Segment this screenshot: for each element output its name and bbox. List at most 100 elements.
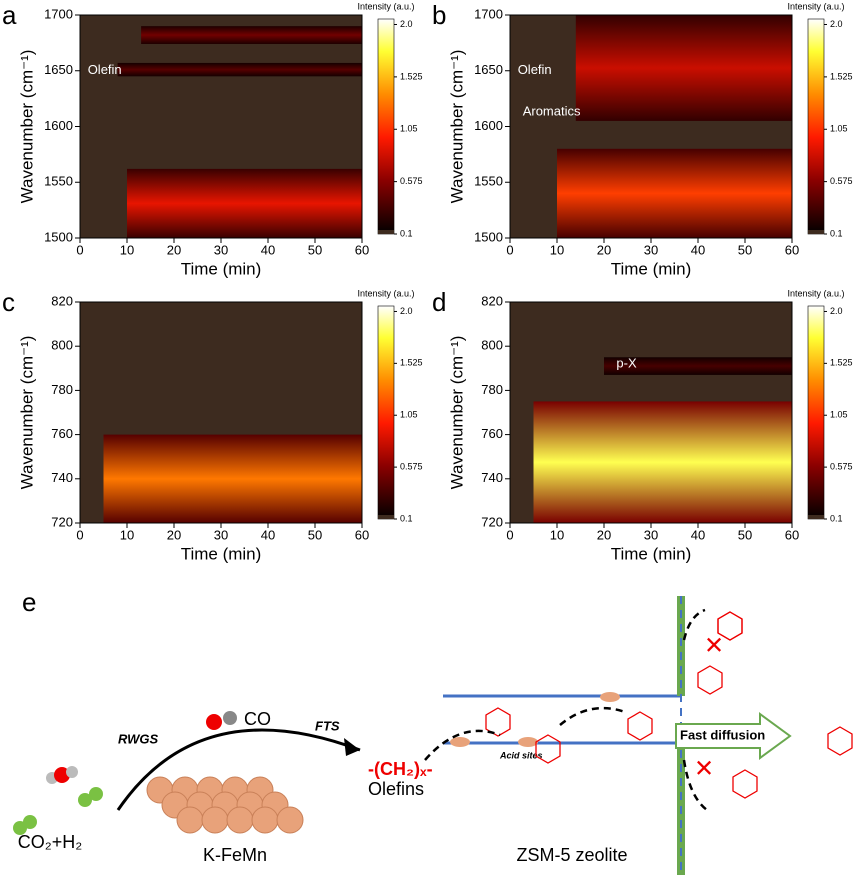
- product-label: Olefins: [368, 779, 424, 799]
- contour-band: [575, 15, 792, 121]
- x-axis-label: Time (min): [181, 544, 262, 563]
- x-tick-label: 20: [167, 527, 181, 542]
- x-tick-label: 0: [76, 242, 83, 257]
- catalyst-spheres: [146, 776, 304, 834]
- colorbar-tick-label: 0.575: [830, 461, 853, 471]
- colorbar-tick-label: 1.525: [830, 358, 853, 368]
- x-tick-label: 40: [691, 527, 705, 542]
- panel-label: c: [2, 287, 15, 317]
- molecule: [54, 767, 70, 783]
- acid-site: [600, 692, 620, 702]
- x-tick-label: 0: [76, 527, 83, 542]
- y-tick-label: 1500: [44, 229, 73, 244]
- x-tick-label: 10: [550, 527, 564, 542]
- y-tick-label: 1550: [474, 174, 503, 189]
- y-tick-label: 1600: [44, 118, 73, 133]
- y-tick-label: 720: [481, 514, 503, 529]
- sites-label: Acid sites: [499, 750, 543, 760]
- y-axis-label: Wavenumber (cm⁻¹): [17, 50, 36, 204]
- diagram: e CO₂+H₂ RWGS CO FTS K-FeMn -(CH₂)ₓ- Ole…: [13, 587, 853, 875]
- flow-label: Fast diffusion: [680, 727, 765, 742]
- colorbar-title: Intensity (a.u.): [357, 288, 414, 298]
- molecule: [223, 711, 237, 725]
- chain-label: -(CH₂)ₓ-: [368, 759, 433, 779]
- annotation: Olefin: [88, 62, 122, 77]
- molecules: [485, 611, 853, 799]
- catalyst-label: K-FeMn: [203, 845, 267, 865]
- colorbar-under: [378, 230, 394, 234]
- colorbar-title: Intensity (a.u.): [787, 1, 844, 11]
- x-tick-label: 30: [644, 242, 658, 257]
- x-tick-label: 20: [597, 242, 611, 257]
- panel-label: d: [432, 287, 446, 317]
- acid-site: [518, 737, 538, 747]
- x-tick-label: 60: [355, 527, 369, 542]
- y-tick-label: 740: [51, 470, 73, 485]
- y-tick-label: 1700: [474, 6, 503, 21]
- x-tick-label: 30: [214, 242, 228, 257]
- panel-label: b: [432, 0, 446, 30]
- y-axis-label: Wavenumber (cm⁻¹): [17, 336, 36, 490]
- x-axis-label: Time (min): [181, 259, 262, 278]
- y-tick-label: 1650: [44, 62, 73, 77]
- colorbar-title: Intensity (a.u.): [357, 1, 414, 11]
- contour-band: [557, 148, 792, 238]
- flow-arrow: [675, 712, 792, 760]
- colorbar-tick-label: 0.1: [400, 513, 413, 523]
- colorbar-tick-label: 1.05: [400, 124, 418, 134]
- diffusion-arrows: [424, 608, 711, 814]
- x-tick-label: 20: [597, 527, 611, 542]
- y-tick-label: 820: [481, 293, 503, 308]
- colorbar: [807, 305, 825, 520]
- x-axis-label: Time (min): [611, 259, 692, 278]
- contour-band: [117, 62, 362, 77]
- y-tick-label: 1650: [474, 62, 503, 77]
- y-tick-label: 1550: [44, 174, 73, 189]
- y-tick-label: 760: [51, 426, 73, 441]
- molecule: [23, 815, 37, 829]
- x-tick-label: 50: [738, 242, 752, 257]
- contour-band: [103, 434, 362, 523]
- step-label: FTS: [315, 718, 340, 733]
- x-tick-label: 30: [214, 527, 228, 542]
- y-tick-label: 1600: [474, 118, 503, 133]
- y-tick-label: 740: [481, 470, 503, 485]
- colorbar-under: [808, 515, 824, 519]
- reactant-label: CO₂+H₂: [18, 832, 83, 852]
- colorbar-tick-label: 0.1: [830, 513, 843, 523]
- colorbar-title: Intensity (a.u.): [787, 288, 844, 298]
- x-tick-label: 60: [785, 242, 799, 257]
- arrow-head: [344, 738, 360, 756]
- reaction-arrow: [116, 728, 361, 811]
- intermediate-label: CO: [244, 709, 271, 729]
- colorbar: [377, 18, 395, 235]
- colorbar-tick-label: 0.575: [830, 176, 853, 186]
- colorbar-tick-label: 0.1: [400, 228, 413, 238]
- acid-site: [450, 737, 470, 747]
- molecule: [78, 793, 92, 807]
- contour-band: [127, 168, 362, 238]
- colorbar-tick-label: 1.525: [830, 71, 853, 81]
- annotation: p-X: [616, 355, 637, 370]
- x-tick-label: 10: [550, 242, 564, 257]
- colorbar-tick-label: 1.525: [400, 71, 423, 81]
- x-tick-label: 0: [506, 242, 513, 257]
- panel-label: e: [22, 587, 36, 617]
- y-axis-label: Wavenumber (cm⁻¹): [447, 336, 466, 490]
- colorbar-tick-label: 1.05: [830, 124, 848, 134]
- annotation: Aromatics: [523, 104, 581, 119]
- x-tick-label: 50: [308, 527, 322, 542]
- y-tick-label: 760: [481, 426, 503, 441]
- contour-band: [141, 26, 362, 44]
- colorbar-tick-label: 2.0: [400, 306, 413, 316]
- blocked-mark: ✕: [704, 632, 724, 659]
- colorbar-tick-label: 1.05: [400, 410, 418, 420]
- colorbar-tick-label: 2.0: [830, 306, 843, 316]
- contour-band: [533, 401, 792, 523]
- x-tick-label: 40: [261, 242, 275, 257]
- y-tick-label: 820: [51, 293, 73, 308]
- x-tick-label: 10: [120, 242, 134, 257]
- y-tick-label: 780: [481, 382, 503, 397]
- x-tick-label: 0: [506, 527, 513, 542]
